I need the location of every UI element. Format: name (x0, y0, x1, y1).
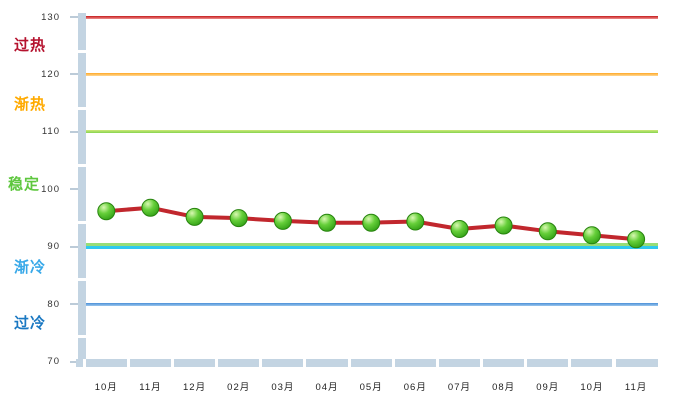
x-axis-label-3: 02月 (227, 382, 251, 393)
data-point-11 (582, 226, 601, 245)
y-axis-bar-segment (78, 338, 86, 359)
x-axis-bar-segment (76, 359, 83, 367)
data-point-2 (185, 207, 204, 226)
zone-label-cooling: 渐冷 (14, 258, 47, 276)
x-axis-bar-segment (262, 359, 304, 367)
data-point-0 (97, 202, 116, 221)
threshold-line-90 (86, 243, 658, 249)
x-axis-bar-segment (306, 359, 348, 367)
threshold-line-80 (86, 302, 658, 306)
data-point-1 (141, 198, 160, 217)
y-tick-label-130: 130 (41, 11, 60, 23)
x-axis-label-0: 10月 (94, 382, 118, 393)
data-point-4 (273, 211, 292, 230)
y-axis-bar-segment (78, 281, 86, 335)
data-point-5 (318, 213, 336, 232)
threshold-line-130 (86, 15, 658, 19)
x-axis-label-11: 10月 (580, 382, 604, 393)
data-point-10 (538, 222, 557, 241)
zone-label-warming: 渐热 (14, 96, 47, 114)
y-tick-mark-110 (70, 130, 80, 133)
y-tick-label-70: 70 (47, 356, 60, 368)
data-point-12 (627, 230, 646, 249)
x-axis-bar-segment (438, 359, 481, 367)
threshold-line-120 (86, 72, 658, 76)
y-tick-label-120: 120 (41, 68, 60, 80)
y-tick-mark-130 (70, 16, 80, 18)
x-axis-bar-segment (571, 359, 613, 367)
x-axis-label-2: 12月 (183, 382, 207, 393)
x-axis-label-9: 08月 (492, 382, 516, 393)
x-axis-bar-segment (86, 359, 127, 367)
y-tick-mark-90 (70, 245, 80, 248)
zone-label-overheated: 过热 (14, 36, 47, 54)
x-axis-bar-segment (350, 359, 392, 367)
x-axis-label-4: 03月 (271, 382, 295, 393)
data-point-6 (362, 213, 381, 232)
y-axis-bar-segment (78, 110, 86, 164)
data-point-3 (229, 209, 248, 228)
y-tick-mark-120 (70, 73, 80, 76)
x-axis-label-10: 09月 (536, 382, 560, 393)
y-tick-label-110: 110 (41, 126, 60, 138)
x-axis-bar-segment (129, 359, 171, 367)
x-axis-label-8: 07月 (447, 382, 471, 393)
x-axis-label-5: 04月 (315, 382, 339, 393)
data-point-8 (450, 220, 469, 238)
x-axis-bar-segment (218, 359, 260, 367)
x-axis-label-1: 11月 (139, 382, 162, 393)
y-tick-label-90: 90 (47, 241, 60, 253)
x-axis-label-12: 11月 (624, 382, 648, 393)
x-axis-bar-segment (527, 359, 569, 367)
zone-label-stable: 稳定 (8, 176, 41, 194)
x-axis-bar-segment (174, 359, 216, 367)
zone-label-overcooled: 过冷 (14, 315, 47, 333)
y-tick-label-80: 80 (47, 298, 60, 310)
y-axis-bar-segment (78, 13, 86, 50)
y-axis-bar-segment (78, 224, 86, 278)
y-tick-mark-70 (70, 360, 80, 363)
y-tick-mark-80 (70, 303, 80, 306)
y-tick-mark-100 (70, 188, 80, 191)
y-axis-bar-segment (78, 53, 86, 107)
data-point-7 (406, 212, 425, 231)
x-axis-bar-segment (483, 359, 525, 367)
x-axis-bar-segment (615, 359, 658, 367)
y-axis-bar-segment (78, 167, 86, 221)
y-tick-label-100: 100 (41, 183, 60, 195)
x-axis-bar-segment (394, 359, 436, 367)
x-axis-label-7: 06月 (403, 382, 427, 393)
data-point-9 (494, 216, 513, 235)
markers-group (97, 198, 646, 249)
x-axis-label-6: 05月 (359, 382, 383, 393)
threshold-line-110 (86, 130, 658, 134)
